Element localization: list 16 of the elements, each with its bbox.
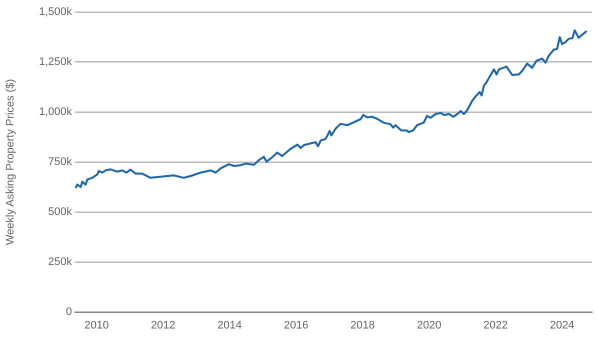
x-tick-label: 2022 [483,320,508,332]
x-tick-label: 2020 [416,320,442,332]
y-tick-label: 1,500k [38,6,72,18]
x-tick-label: 2012 [150,320,176,332]
x-tick-label: 2010 [84,320,109,332]
x-tick-label: 2024 [550,320,574,332]
y-tick-label: 250k [48,256,72,268]
x-tick-label: 2014 [217,320,242,332]
y-tick-label: 750k [48,156,72,168]
y-axis-title: Weekly Asking Property Prices ($) [4,78,17,246]
x-tick-label: 2016 [284,320,308,332]
x-tick-label: 2018 [350,320,375,332]
y-tick-label: 500k [48,206,72,218]
y-tick-label: 1,250k [38,56,72,68]
y-tick-label: 1,000k [38,106,72,118]
y-tick-label: 0 [66,306,72,318]
